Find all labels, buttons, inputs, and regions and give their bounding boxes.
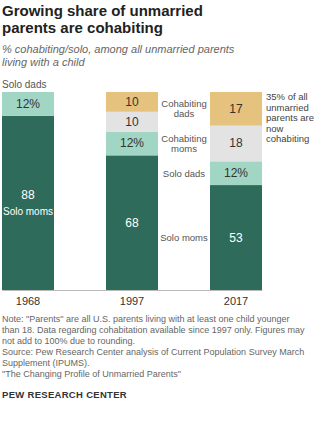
annotation: 35% of allunmarriedparents arenowcohabit… xyxy=(266,91,314,144)
chart: Growing share of unmarriedparents are co… xyxy=(0,0,315,444)
series-label: Cohabitingmoms xyxy=(161,133,206,154)
title: Growing share of unmarriedparents are co… xyxy=(2,2,203,36)
text-line: moms xyxy=(171,143,197,154)
text-line: Growing share of unmarried xyxy=(2,2,203,19)
bar-segment xyxy=(2,92,54,116)
text-line: Solo moms xyxy=(160,232,208,243)
series-label: Solo dads xyxy=(163,168,206,179)
data-label: 68 xyxy=(125,216,139,230)
series-label: Cohabitingdads xyxy=(161,98,206,119)
bar-segment xyxy=(210,92,262,126)
data-label: 10 xyxy=(125,115,139,129)
bar-segment xyxy=(2,116,54,290)
x-axis: 1968 1997 2017 xyxy=(3,291,263,307)
report: "The Changing Profile of Unmarried Paren… xyxy=(2,369,181,379)
data-label: 53 xyxy=(229,231,243,245)
text-line: Source: Pew Research Center analysis of … xyxy=(2,347,304,357)
text-line: Note: "Parents" are all U.S. parents liv… xyxy=(2,314,290,324)
data-label: 12% xyxy=(120,136,144,150)
series-label: Solo moms xyxy=(3,206,53,217)
bar-segment xyxy=(106,92,158,112)
text-line: unmarried xyxy=(266,102,309,113)
data-label: 18 xyxy=(229,136,243,150)
bar-segment xyxy=(106,112,158,132)
bar-segment xyxy=(210,126,262,162)
data-label: 12% xyxy=(16,97,40,111)
text-line: cohabiting xyxy=(266,133,309,144)
text-line: % cohabiting/solo, among all unmarried p… xyxy=(2,43,235,55)
tick-label: 1968 xyxy=(16,295,40,307)
data-label: 88 xyxy=(21,188,35,202)
bar-segment xyxy=(210,185,262,290)
text-line: Supplement (IPUMS). xyxy=(2,358,90,368)
tick: 1997 xyxy=(120,295,144,307)
text-line: than 18. Data regarding cohabitation ava… xyxy=(2,325,305,335)
tick-label: 1997 xyxy=(120,295,144,307)
credit: PEW RESEARCH CENTER xyxy=(2,389,127,400)
subtitle: % cohabiting/solo, among all unmarried p… xyxy=(2,43,235,68)
text-line: dads xyxy=(174,108,195,119)
text-line: parents are xyxy=(266,112,314,123)
bar-segment xyxy=(210,161,262,185)
text-line: not add to 100% due to rounding. xyxy=(2,336,135,346)
text-line: Solo dads xyxy=(163,168,206,179)
note: Note: "Parents" are all U.S. parents liv… xyxy=(2,314,305,346)
axis-domain xyxy=(3,290,263,291)
text-line: living with a child xyxy=(2,56,85,68)
bars xyxy=(2,92,262,290)
bar-segment xyxy=(106,132,158,156)
data-label: 10 xyxy=(125,95,139,109)
bar-segment xyxy=(106,155,158,290)
tick: 1968 xyxy=(16,295,40,307)
series-label: Solo moms xyxy=(160,232,208,243)
labels: 88 68 53 12% 12% 12% 10 18 10 17 Solo moms Solo dad… xyxy=(2,79,314,245)
data-label: 12% xyxy=(224,166,248,180)
tick-label: 2017 xyxy=(224,295,248,307)
tick: 2017 xyxy=(224,295,248,307)
text-line: "The Changing Profile of Unmarried Paren… xyxy=(2,369,181,379)
source: Source: Pew Research Center analysis of … xyxy=(2,347,304,368)
text-line: now xyxy=(266,123,284,134)
text-line: parents are cohabiting xyxy=(2,19,163,36)
data-label: 17 xyxy=(229,102,243,116)
text-line: 35% of all xyxy=(266,91,308,102)
series-label: Solo dads xyxy=(2,79,46,90)
